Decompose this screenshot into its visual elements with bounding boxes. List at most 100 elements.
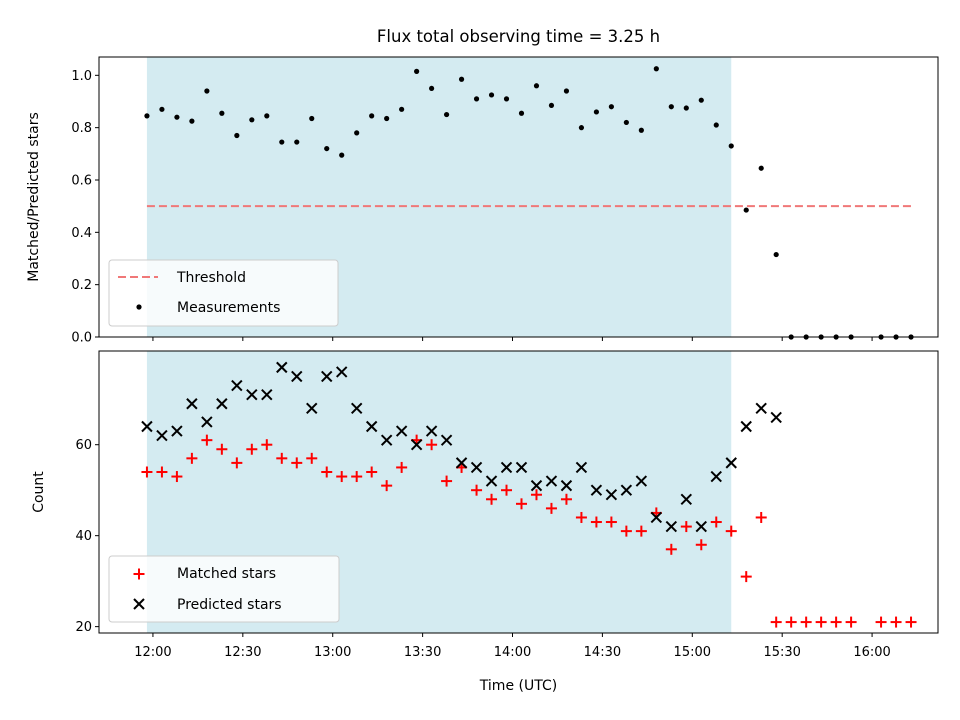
predicted-star-point-b xyxy=(380,434,393,446)
measurement-point xyxy=(593,109,600,115)
predicted-star-point xyxy=(380,434,393,446)
predicted-star-point-b xyxy=(470,461,483,474)
matched-star-point xyxy=(426,439,438,451)
matched-star-point xyxy=(515,498,527,510)
matched-star-point xyxy=(201,434,213,446)
top-panel: 0.0 0.2 0.4 0.6 0.8 1.0 Flux total observing … xyxy=(26,27,939,346)
measurement-point xyxy=(443,111,450,118)
measurement-point xyxy=(488,92,495,98)
predicted-star-point xyxy=(261,388,273,401)
predicted-star-point-b xyxy=(695,520,707,533)
measurement-point xyxy=(578,125,585,131)
matched-star-point xyxy=(875,616,887,628)
predicted-star-point-b xyxy=(770,411,782,424)
predicted-star-point xyxy=(365,420,378,433)
measurement-point xyxy=(159,106,165,112)
measurement-point xyxy=(773,251,779,258)
x-tick-label: 12:30 xyxy=(224,645,261,660)
predicted-star-point-b xyxy=(530,479,543,492)
predicted-star-point xyxy=(680,493,693,505)
predicted-star-point xyxy=(650,511,663,524)
predicted-star-point xyxy=(545,475,558,487)
matched-star-point xyxy=(620,525,632,537)
predicted-star-point-b xyxy=(410,438,423,451)
matched-star-point xyxy=(545,502,557,514)
measurement-point xyxy=(189,118,195,124)
y-tick-label: 60 xyxy=(75,438,92,453)
predicted-star-point-b xyxy=(350,402,363,415)
matched-star-point xyxy=(261,439,273,451)
predicted-star-point-b xyxy=(740,420,752,433)
predicted-star-point xyxy=(321,370,333,383)
predicted-star-point-b xyxy=(156,429,168,442)
bottom-panel-x-ticks: 12:00 12:30 13:00 13:30 14:00 14:30 15:00 15:30… xyxy=(134,633,891,660)
predicted-star-point-b xyxy=(291,370,303,383)
predicted-star-point-b xyxy=(725,457,737,469)
legend-measurements-swatch xyxy=(136,304,142,310)
matched-star-point xyxy=(366,466,378,478)
measurement-point xyxy=(473,96,480,102)
predicted-star-point xyxy=(171,425,183,437)
matched-star-point xyxy=(231,457,243,469)
predicted-star-point xyxy=(635,475,648,487)
measurement-point xyxy=(518,110,525,116)
matched-star-point xyxy=(321,466,333,478)
bottom-legend-box xyxy=(108,555,340,623)
measurement-point xyxy=(309,115,315,122)
predicted-star-point xyxy=(710,470,722,483)
matched-star-point xyxy=(725,525,737,537)
predicted-star-point-b xyxy=(665,520,678,533)
predicted-star-point xyxy=(770,411,782,424)
chart-title: Flux total observing time = 3.25 h xyxy=(377,27,660,46)
y-tick-label: 0.8 xyxy=(71,121,92,136)
predicted-star-point xyxy=(246,388,258,401)
predicted-star-point-b xyxy=(261,388,273,401)
predicted-star-point-b xyxy=(455,457,468,469)
predicted-star-point xyxy=(186,398,198,410)
predicted-star-point xyxy=(395,425,408,437)
measurement-point xyxy=(429,85,435,92)
matched-star-point xyxy=(845,616,857,628)
predicted-star-point-b xyxy=(755,402,767,415)
measurement-point xyxy=(608,104,614,110)
top-legend-box xyxy=(108,259,339,327)
x-tick-label: 16:00 xyxy=(853,645,890,660)
predicted-star-point-b xyxy=(321,370,333,383)
legend-matched-marker xyxy=(133,568,145,580)
predicted-star-point-b xyxy=(201,416,213,428)
matched-star-point xyxy=(501,484,513,496)
predicted-star-point xyxy=(530,479,543,492)
predicted-star-point-b xyxy=(515,461,528,474)
measurement-point xyxy=(264,113,270,119)
matched-star-point xyxy=(635,525,647,537)
measurement-point xyxy=(458,76,465,82)
top-y-axis-label: Matched/Predicted stars xyxy=(26,112,42,282)
matched-star-point xyxy=(381,480,393,492)
predicted-star-point-b xyxy=(545,475,558,487)
predicted-star-point xyxy=(500,461,513,474)
measurement-point xyxy=(204,88,210,94)
legend-predicted-label: Predicted stars xyxy=(177,597,282,613)
matched-star-point xyxy=(351,471,363,483)
legend-matched-swatch xyxy=(133,568,145,580)
measurement-point xyxy=(399,106,405,112)
matched-star-point xyxy=(605,516,617,528)
predicted-star-point xyxy=(605,489,618,501)
matched-star-point xyxy=(740,571,752,583)
predicted-star-point-b xyxy=(500,461,513,474)
matched-star-point xyxy=(665,543,677,555)
predicted-star-point-b xyxy=(560,479,573,492)
matched-star-point xyxy=(171,471,183,483)
measurement-point xyxy=(758,165,764,171)
predicted-star-point-b xyxy=(650,511,663,524)
predicted-star-point xyxy=(575,461,588,474)
measurement-point xyxy=(713,122,719,128)
measurement-point xyxy=(533,83,540,89)
predicted-star-point xyxy=(560,479,573,492)
predicted-star-point-b xyxy=(171,425,183,437)
legend-predicted-swatch xyxy=(133,598,145,610)
matched-star-point xyxy=(815,616,827,628)
measurement-point xyxy=(279,139,285,145)
matched-star-point xyxy=(276,452,288,464)
